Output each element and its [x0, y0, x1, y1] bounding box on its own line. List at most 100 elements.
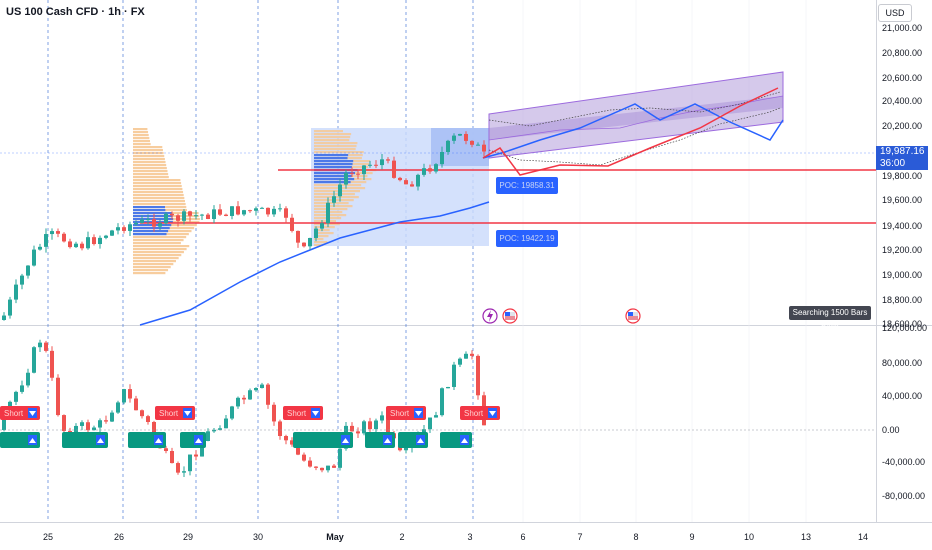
volume-bar [133, 188, 183, 191]
volume-bar [314, 196, 359, 199]
volume-bar [314, 139, 350, 142]
buy-signal[interactable] [128, 432, 166, 448]
volume-bar [133, 200, 185, 203]
candle-body [170, 213, 174, 216]
lightning-icon[interactable] [482, 308, 498, 324]
volume-bar [314, 148, 356, 151]
buy-signal[interactable] [62, 432, 108, 448]
buy-signal[interactable] [440, 432, 472, 448]
candle-body [182, 211, 186, 221]
oscillator-tick-label: 80,000.00 [882, 358, 922, 368]
candle-body [446, 140, 450, 153]
osc-candle-body [176, 463, 180, 473]
arrow-up-icon [461, 438, 468, 443]
projection-red[interactable] [482, 87, 779, 176]
price-tick-label: 20,400.00 [882, 96, 922, 106]
poc-label-lower[interactable]: POC: 19422.19 [496, 230, 558, 247]
osc-candle-body [440, 388, 444, 416]
osc-candle-body [470, 353, 474, 356]
sell-signal[interactable]: Short [283, 406, 323, 420]
buy-signal[interactable] [180, 432, 206, 448]
candle-body [440, 152, 444, 165]
osc-candle-body [302, 454, 306, 461]
candle-body [224, 214, 228, 216]
arrow-down-icon [489, 411, 496, 416]
osc-candle-body [206, 431, 210, 441]
candle-body [296, 230, 300, 243]
osc-candle-body [74, 425, 78, 436]
price-tick-label: 21,000.00 [882, 23, 922, 33]
time-tick-label: 6 [520, 532, 525, 542]
osc-candle-body [314, 466, 318, 468]
oscillator-pane[interactable] [0, 326, 876, 522]
candle-body [188, 211, 192, 216]
osc-candle-body [260, 384, 264, 389]
time-tick-label: 7 [577, 532, 582, 542]
projection-path-dotted [488, 107, 781, 166]
osc-candle-body [356, 431, 360, 434]
price-tick-label: 18,800.00 [882, 295, 922, 305]
currency-button[interactable]: USD [878, 4, 912, 22]
arrow-down-icon [415, 411, 422, 416]
volume-bar [133, 254, 182, 257]
candle-body [344, 172, 348, 185]
volume-bar [133, 164, 167, 167]
osc-candle-body [26, 372, 30, 386]
us-flag-icon[interactable] [625, 308, 641, 324]
price-tick-label: 19,800.00 [882, 171, 922, 181]
osc-candle-body [218, 428, 222, 430]
time-tick-label: 9 [689, 532, 694, 542]
osc-candle-body [44, 342, 48, 351]
sell-signal[interactable]: Short [155, 406, 195, 420]
candle-body [362, 165, 366, 175]
candle-body [8, 299, 12, 316]
candle-body [398, 177, 402, 181]
buy-signal[interactable] [0, 432, 40, 448]
osc-candle-body [56, 377, 60, 416]
svg-text:Short: Short [159, 409, 179, 418]
sell-signal[interactable]: Short [460, 406, 500, 420]
buy-signal[interactable] [398, 432, 428, 448]
bar-countdown: 36:00 [880, 158, 906, 169]
projection-channel[interactable] [488, 71, 784, 159]
volume-bar [133, 191, 184, 194]
price-tick-label: 20,600.00 [882, 73, 922, 83]
candle-body [482, 144, 486, 152]
projection-blue[interactable] [482, 103, 784, 159]
time-tick-label: 13 [801, 532, 811, 542]
candle-body [380, 159, 384, 166]
volume-bar [314, 136, 351, 139]
candle-body [200, 214, 204, 216]
sell-signal[interactable]: Short [0, 406, 40, 420]
candle-body [68, 241, 72, 248]
us-flag-icon[interactable] [502, 308, 518, 324]
osc-candle-body [62, 415, 66, 431]
osc-candle-body [278, 421, 282, 437]
arrow-down-icon [312, 411, 319, 416]
volume-bar [133, 137, 150, 140]
candle-body [416, 174, 420, 187]
oscillator-axis[interactable]: 120,000.00 80,000.00 40,000.00 0.00 -40,000.… [882, 323, 927, 501]
time-axis[interactable]: 25 26 29 30 May 2 3 6 7 8 9 10 13 14 [43, 532, 868, 542]
symbol-title[interactable]: US 100 Cash CFD · 1h · FX [6, 6, 145, 18]
osc-candle-body [266, 384, 270, 405]
volume-bar [133, 161, 166, 164]
buy-signal[interactable] [365, 432, 395, 448]
volume-bar [133, 251, 184, 254]
price-axis[interactable]: 21,000.00 20,800.00 20,600.00 20,400.00 20,2… [882, 23, 922, 329]
sell-signal[interactable]: Short [386, 406, 426, 420]
candle-body [212, 209, 216, 220]
poc-label-upper[interactable]: POC: 19858.31 [496, 177, 558, 194]
volume-bar [133, 146, 163, 149]
volume-bar-poc [314, 160, 354, 163]
osc-candle-body [182, 471, 186, 473]
buy-signal[interactable] [293, 432, 353, 448]
candle-body [410, 184, 414, 187]
oscillator-tick-label: 120,000.00 [882, 323, 927, 333]
volume-bar [314, 241, 328, 244]
osc-candle-body [236, 397, 240, 407]
candle-body [218, 209, 222, 215]
range-box-inner [431, 128, 489, 166]
session-separators [47, 0, 807, 522]
